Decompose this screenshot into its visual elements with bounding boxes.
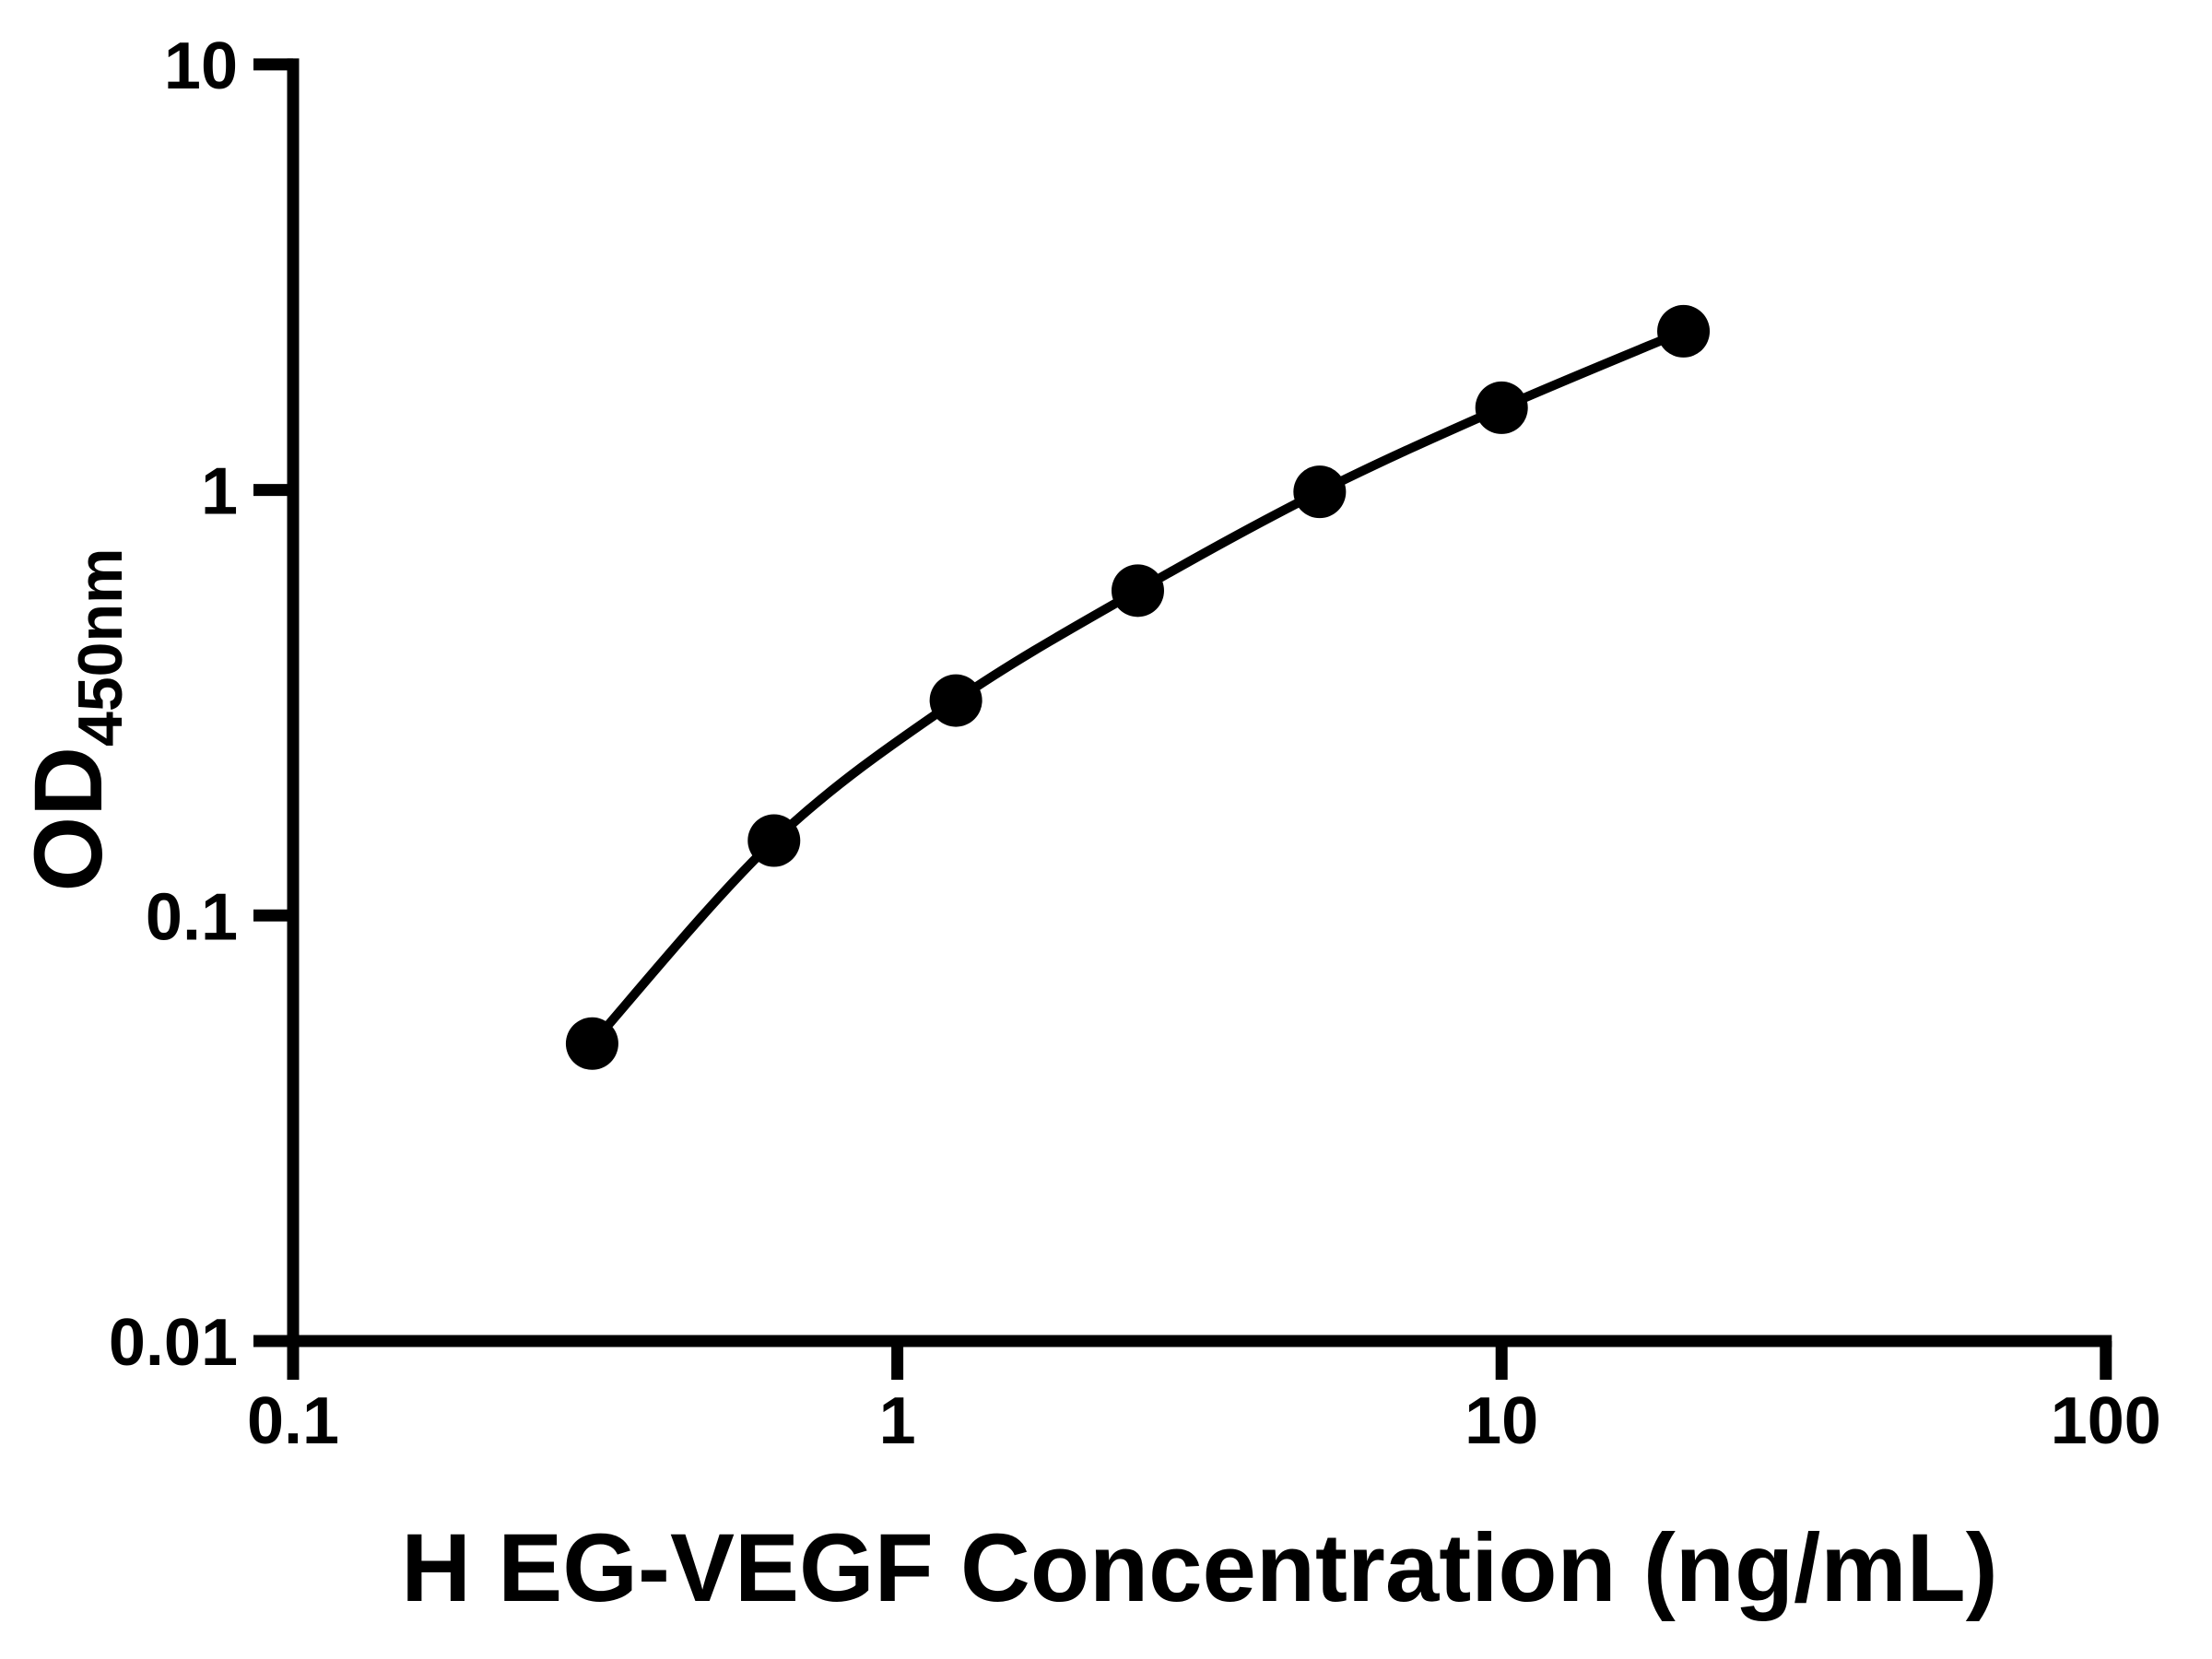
x-tick-label-0.1: 0.1 <box>247 1384 339 1458</box>
y-axis-title-main: OD <box>15 746 123 892</box>
standard-curve-line <box>588 326 1686 1047</box>
x-tick-label-100: 100 <box>2051 1384 2161 1458</box>
data-point-5 <box>1293 465 1347 519</box>
data-point-4 <box>1111 564 1164 618</box>
y-axis-title-sub: 450nm <box>65 547 135 747</box>
x-axis-title: H EG-VEGF Concentration (ng/mL) <box>401 1514 1998 1622</box>
data-point-6 <box>1475 381 1528 434</box>
y-axis-title: OD450nm <box>14 305 135 1135</box>
data-point-3 <box>929 674 982 727</box>
x-tick-label-1: 1 <box>879 1384 916 1458</box>
data-point-2 <box>747 814 801 867</box>
y-tick-label-1: 1 <box>201 455 238 529</box>
data-point-7 <box>1657 304 1711 358</box>
y-tick-label-0.01: 0.01 <box>109 1306 238 1380</box>
y-tick-label-10: 10 <box>164 29 238 103</box>
x-tick-label-10: 10 <box>1465 1384 1538 1458</box>
y-tick-label-0.1: 0.1 <box>146 880 238 954</box>
data-point-1 <box>565 1017 618 1070</box>
